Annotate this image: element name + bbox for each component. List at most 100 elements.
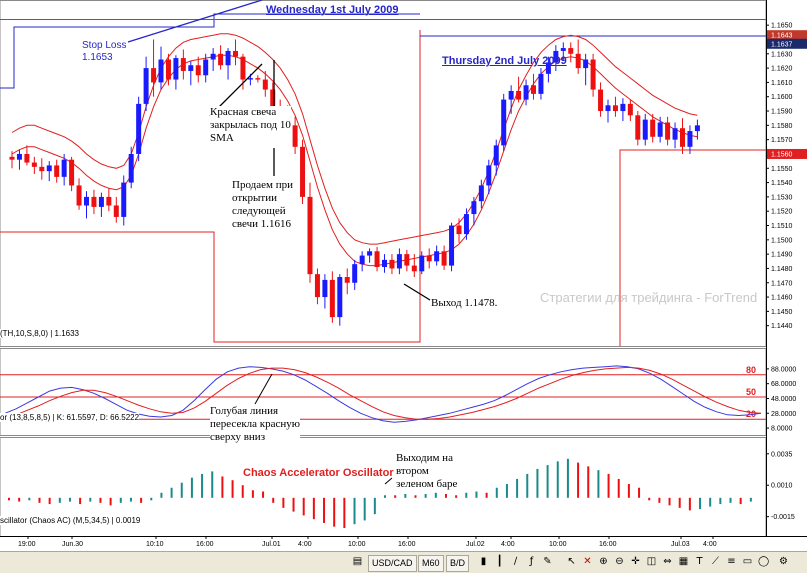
x-tick-label: 4:00 xyxy=(298,541,312,548)
stoch-level-label: 80 xyxy=(746,365,756,375)
crosshair-icon[interactable]: ✛ xyxy=(631,556,640,567)
grid-icon[interactable]: ▦ xyxy=(678,556,689,567)
stoch-series-line xyxy=(4,366,762,420)
trend-icon[interactable]: ⟋ xyxy=(712,556,719,567)
candle xyxy=(374,251,380,268)
fib-icon[interactable]: ≡ xyxy=(727,556,736,567)
ac-bar xyxy=(89,497,92,502)
candle xyxy=(441,251,447,266)
cross-icon[interactable]: ✕ xyxy=(583,556,592,567)
bottom-toolbar: ▤ USD/CAD M60 B/D ▮ ┃ ∕ ƒ ✎ ↖ ✕ ⊕ ⊖ ✛ ◫ … xyxy=(0,551,807,573)
bid-selector[interactable]: B/D xyxy=(446,555,470,572)
stoch-tick-label: 48.0000 xyxy=(771,396,796,403)
candle xyxy=(612,105,618,112)
candle xyxy=(434,251,440,262)
candle xyxy=(24,153,30,163)
symbol-selector[interactable]: USD/CAD xyxy=(368,555,417,572)
price-marker-label: 1.1560 xyxy=(771,151,793,158)
ac-bar xyxy=(140,497,143,503)
indicator-icon[interactable]: ƒ xyxy=(529,556,534,567)
candle xyxy=(411,265,417,272)
blue-line-annotation: Голубая линия пересекла красную сверху в… xyxy=(210,405,301,444)
price-tick-label: 1.1600 xyxy=(771,94,793,101)
ac-bar xyxy=(597,470,600,498)
candle xyxy=(322,279,328,298)
ac-tick-label: 0.0035 xyxy=(771,451,793,458)
candle xyxy=(419,255,425,272)
candle xyxy=(203,59,209,76)
candle xyxy=(478,185,484,202)
zoom-out-icon[interactable]: ⊖ xyxy=(615,556,624,567)
ac-bar xyxy=(28,497,31,501)
ac-bar xyxy=(373,497,376,515)
candle xyxy=(463,214,469,235)
price-tick-label: 1.1490 xyxy=(771,252,793,259)
ac-bar xyxy=(455,495,458,498)
text-icon[interactable]: T xyxy=(696,556,703,567)
ac-bar xyxy=(282,497,285,508)
ac-bar xyxy=(526,473,529,498)
ac-bar xyxy=(272,497,275,503)
ac-bar xyxy=(38,497,41,503)
x-tick-label: 10:00 xyxy=(348,541,366,548)
candle xyxy=(314,274,320,298)
thursday-date-label: Thursday 2nd July 2009 xyxy=(442,55,567,67)
ac-bar xyxy=(678,497,681,508)
rect-icon[interactable]: ▭ xyxy=(742,556,753,567)
candle xyxy=(560,48,566,51)
candle xyxy=(531,85,536,94)
price-tick-label: 1.1580 xyxy=(771,123,793,130)
scroll-icon[interactable]: ⇔ xyxy=(663,556,672,567)
ac-bar xyxy=(668,497,671,506)
price-marker xyxy=(767,30,807,41)
ac-bar xyxy=(241,485,244,498)
price-tick-label: 1.1520 xyxy=(771,209,793,216)
timeframe-selector[interactable]: M60 xyxy=(418,555,444,572)
settings-icon[interactable]: ⚙ xyxy=(779,556,788,567)
x-tick-label: 10:10 xyxy=(146,541,164,548)
x-tick-label: 16:00 xyxy=(398,541,416,548)
candle xyxy=(694,125,700,132)
candle xyxy=(635,115,641,140)
ac-bar xyxy=(292,497,295,512)
candle-icon[interactable]: ▮ xyxy=(480,556,487,567)
candle xyxy=(16,153,22,160)
ac-bar xyxy=(211,471,214,498)
ac-tick-label: 0.0010 xyxy=(771,483,793,490)
ac-bar xyxy=(58,497,61,503)
draw-icon[interactable]: ✎ xyxy=(543,556,552,567)
candle xyxy=(605,105,611,112)
candle xyxy=(300,146,306,197)
ac-bar xyxy=(231,480,234,498)
ac-bar xyxy=(505,483,508,498)
price-tick-label: 1.1470 xyxy=(771,280,793,287)
candle xyxy=(486,165,492,186)
price-indicator-label: (TH,10,S,8,0) | 1.1633 xyxy=(0,329,80,338)
ac-bar xyxy=(302,497,305,516)
ac-bar xyxy=(434,492,437,498)
stop-loss-annotation: Stop Loss 1.1653 xyxy=(82,40,127,63)
price-tick-label: 1.1480 xyxy=(771,266,793,273)
zoom-in-icon[interactable]: ⊕ xyxy=(599,556,608,567)
candle xyxy=(240,56,246,80)
x-tick-label: 16:00 xyxy=(599,541,617,548)
ellipse-icon[interactable]: ◯ xyxy=(758,556,770,567)
ac-bar xyxy=(323,497,326,523)
period-icon[interactable]: ◫ xyxy=(646,556,657,567)
candle xyxy=(165,59,171,80)
line-icon[interactable]: ∕ xyxy=(513,556,518,567)
price-tick-label: 1.1550 xyxy=(771,166,793,173)
ac-bar xyxy=(333,497,336,527)
ac-bar xyxy=(363,497,366,521)
chart-icon[interactable]: ▤ xyxy=(352,556,363,567)
candle xyxy=(538,73,544,94)
oscillator-title: Chaos Accelerator Oscillator xyxy=(243,467,394,479)
candle xyxy=(91,196,97,207)
ac-bar xyxy=(566,458,569,498)
red-candle-annotation: Красная свеча закрылась под 10 SMA xyxy=(210,106,291,145)
cursor-icon[interactable]: ↖ xyxy=(567,556,576,567)
bar-icon[interactable]: ┃ xyxy=(496,556,503,567)
ac-bar xyxy=(251,490,254,498)
ac-bar xyxy=(749,497,752,502)
ac-bar xyxy=(79,497,82,505)
